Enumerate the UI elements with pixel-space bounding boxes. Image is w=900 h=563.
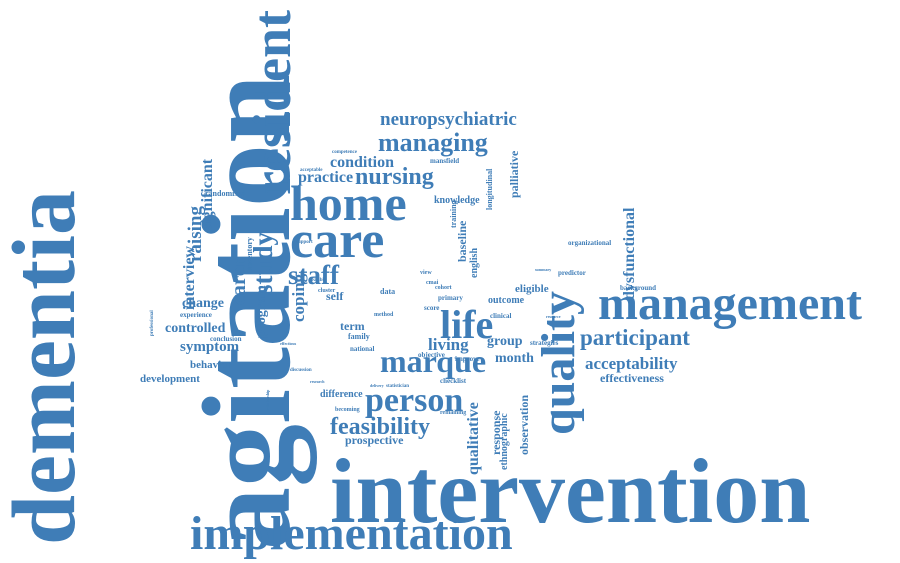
word-clinical: clinical <box>490 312 512 320</box>
word-summary: summary <box>535 267 552 272</box>
word-coping: coping <box>289 273 308 322</box>
word-implementation: implementation <box>190 507 513 560</box>
word-person: person <box>365 382 464 419</box>
word-relationship: relationship <box>265 389 270 410</box>
word-cluster: cluster <box>318 288 336 294</box>
word-participant: participant <box>580 325 690 350</box>
word-feasibility: feasibility <box>330 414 430 440</box>
word-resource: resource <box>546 314 561 319</box>
word-observation: observation <box>517 395 531 455</box>
word-conclusion: conclusion <box>210 335 242 343</box>
word-life: life <box>440 302 494 347</box>
word-view: view <box>420 270 432 276</box>
word-living: living <box>428 335 469 354</box>
word-controlled: controlled <box>165 321 226 336</box>
word-palliative: palliative <box>507 150 521 198</box>
word-knowledge: knowledge <box>434 195 480 206</box>
word-program: program <box>254 285 269 338</box>
word-statistician: statistician <box>386 384 410 389</box>
word-change: change <box>182 296 224 311</box>
word-support: support <box>296 240 313 245</box>
word-managing: managing <box>378 128 488 157</box>
word-score: score <box>424 304 440 312</box>
word-training: training <box>449 200 458 228</box>
word-home: home <box>290 175 407 231</box>
word-dementia: dementia <box>0 190 94 545</box>
word-feasible: feasible <box>310 278 327 283</box>
word-method: method <box>374 312 394 318</box>
word-effectiveness: effectiveness <box>600 371 664 385</box>
word-condition: condition <box>330 154 395 171</box>
word-remaining: remaining <box>440 410 467 416</box>
word-checklist: checklist <box>440 377 467 385</box>
word-interview: interview <box>181 246 198 310</box>
word-ethnographic: ethnographic <box>499 413 510 470</box>
word-prospective: prospective <box>345 433 404 447</box>
word-effectious: effectious <box>280 341 297 346</box>
word-month: month <box>495 351 534 366</box>
word-cohort: cohort <box>435 285 452 291</box>
word-self: self <box>326 289 344 303</box>
word-organizational: organizational <box>568 239 612 247</box>
word-management: management <box>598 277 862 330</box>
word-care: care <box>290 212 385 269</box>
word-data: data <box>380 287 396 296</box>
word-family: family <box>348 332 370 341</box>
word-randomised: randomised <box>205 189 246 198</box>
word-becoming: becoming <box>335 407 360 413</box>
word-discussion: discussion <box>290 368 312 373</box>
word-eligible: eligible <box>515 283 549 295</box>
word-behavior: behavior <box>190 359 232 371</box>
word-nursing: nursing <box>355 164 434 190</box>
word-objective: objective <box>418 351 445 359</box>
word-neuropsychiatric: neuropsychiatric <box>380 109 517 130</box>
word-intervention: intervention <box>330 440 811 542</box>
word-practice: practice <box>298 169 354 186</box>
word-strategies: strategies <box>530 339 559 347</box>
word-national: national <box>350 345 375 353</box>
word-longitudinal: longitudinal <box>485 168 494 210</box>
word-background: background <box>620 284 657 292</box>
word-english: english <box>469 247 480 278</box>
word-mansfield: mansfield <box>430 157 460 165</box>
word-cmai: cmai <box>426 280 439 286</box>
word-marque: marque <box>380 343 487 379</box>
word-symptom: symptom <box>180 339 240 355</box>
word-improve: improve <box>455 355 480 363</box>
word-experience: experience <box>180 311 212 319</box>
word-difference: difference <box>320 389 363 400</box>
word-professional: professional <box>150 310 155 336</box>
word-delivery: delivery <box>370 383 384 388</box>
word-term: term <box>340 319 365 333</box>
word-outcome: outcome <box>488 295 525 306</box>
word-resident: resident <box>242 10 302 195</box>
word-development: development <box>140 373 200 385</box>
word-staff: staff <box>288 260 339 290</box>
word-acceptability: acceptability <box>585 354 678 373</box>
word-primary: primary <box>438 294 463 302</box>
word-research: research <box>310 379 325 384</box>
word-qualitative: qualitative <box>465 402 482 475</box>
word-inventory: inventory <box>245 237 254 270</box>
word-predictor: predictor <box>558 269 586 277</box>
word-group: group <box>487 334 523 349</box>
word-quality: quality <box>532 290 585 435</box>
word-acceptable: acceptable <box>300 168 323 173</box>
word-competence: competence <box>332 150 357 155</box>
